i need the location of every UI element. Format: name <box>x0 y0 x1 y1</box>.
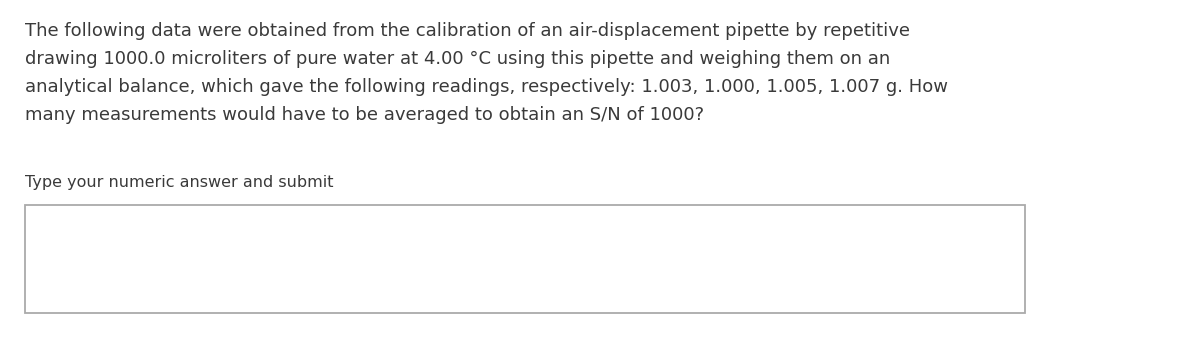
Text: many measurements would have to be averaged to obtain an S/N of 1000?: many measurements would have to be avera… <box>25 106 704 124</box>
Text: drawing 1000.0 microliters of pure water at 4.00 °C using this pipette and weigh: drawing 1000.0 microliters of pure water… <box>25 50 890 68</box>
Text: Type your numeric answer and submit: Type your numeric answer and submit <box>25 175 334 190</box>
Bar <box>25 205 1025 313</box>
Text: The following data were obtained from the calibration of an air-displacement pip: The following data were obtained from th… <box>25 22 910 40</box>
Text: analytical balance, which gave the following readings, respectively: 1.003, 1.00: analytical balance, which gave the follo… <box>25 78 948 96</box>
